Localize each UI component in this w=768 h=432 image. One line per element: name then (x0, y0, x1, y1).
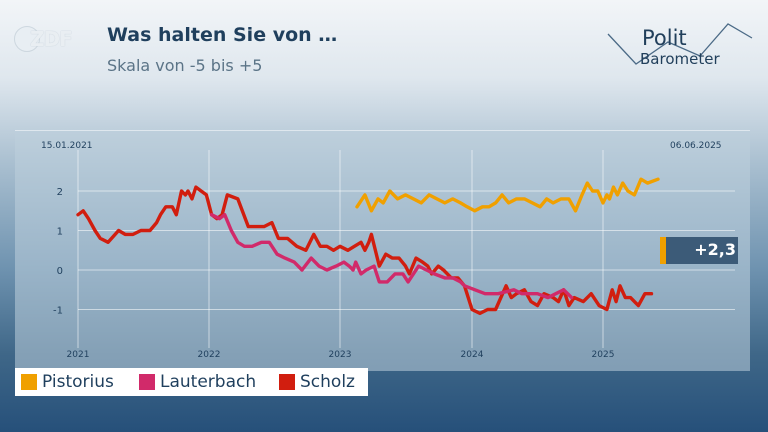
legend-label: Pistorius (42, 372, 114, 392)
y-tick-label: 1 (57, 227, 63, 238)
legend-label: Lauterbach (160, 372, 257, 392)
politbarometer-logo: Polit Barometer (600, 16, 760, 76)
x-tick-label: 2022 (198, 350, 221, 360)
chart-subtitle: Skala von -5 bis +5 (107, 56, 263, 75)
brand-line-1: Polit (642, 26, 687, 50)
x-tick-label: 2021 (67, 350, 90, 360)
legend-swatch (139, 374, 155, 390)
legend: Pistorius Lauterbach Scholz (15, 368, 368, 396)
x-tick-label: 2024 (461, 350, 484, 360)
zdf-logo: ZDF (14, 26, 74, 52)
zdf-logo-text: ZDF (30, 27, 73, 51)
series-line-pistorius (355, 177, 660, 213)
zdf-logo-circle (14, 26, 40, 52)
badge-value: +2,3 (694, 240, 736, 259)
x-tick-label: 2025 (592, 350, 615, 360)
legend-swatch (279, 374, 295, 390)
y-tick-label: 2 (57, 187, 63, 198)
chart-panel: 15.01.2021 06.06.2025 (15, 130, 750, 371)
politbarometer-logo-lines (607, 23, 753, 65)
x-tick-label: 2023 (329, 350, 352, 360)
end-date: 06.06.2025 (670, 141, 722, 151)
y-tick-label: -1 (53, 306, 63, 317)
brand-line-2: Barometer (640, 50, 720, 68)
legend-label: Scholz (300, 372, 355, 392)
start-date: 15.01.2021 (41, 141, 93, 151)
current-value-badge: +2,3 (660, 237, 738, 264)
series-line-lauterbach (209, 212, 574, 300)
series-line-scholz (76, 185, 654, 316)
legend-swatch (21, 374, 37, 390)
chart-title: Was halten Sie von … (107, 24, 338, 46)
y-tick-label: 0 (57, 266, 63, 277)
badge-color-bar (660, 237, 666, 264)
